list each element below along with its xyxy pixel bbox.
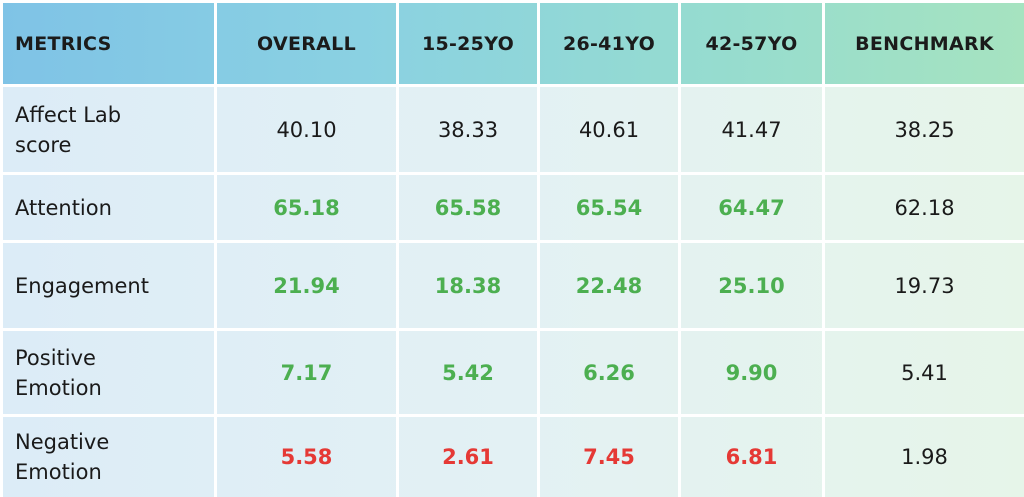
value-cell: 40.10 [214,84,399,175]
value-cell: 5.41 [822,328,1024,417]
value-cell: 18.38 [396,240,540,331]
table-body: Affect Lab score 40.10 38.33 40.61 41.47… [0,84,1024,497]
value-cell: 9.90 [678,328,825,417]
column-header-15-25yo: 15-25YO [396,0,540,87]
value-cell: 21.94 [214,240,399,331]
value-cell: 1.98 [822,414,1024,497]
value-cell: 41.47 [678,84,825,175]
value-cell: 62.18 [822,172,1024,243]
column-header-overall: OVERALL [214,0,399,87]
value-cell: 40.61 [537,84,681,175]
table-row: Engagement 21.94 18.38 22.48 25.10 19.73 [0,240,1024,331]
metric-label: Attention [0,172,217,243]
table-row: Attention 65.18 65.58 65.54 64.47 62.18 [0,172,1024,243]
column-header-42-57yo: 42-57YO [678,0,825,87]
value-cell: 2.61 [396,414,540,497]
table-row: Positive Emotion 7.17 5.42 6.26 9.90 5.4… [0,328,1024,417]
value-cell: 7.17 [214,328,399,417]
column-header-benchmark: BENCHMARK [822,0,1024,87]
metric-label: Negative Emotion [0,414,217,497]
table-row: Affect Lab score 40.10 38.33 40.61 41.47… [0,84,1024,175]
header-row: METRICS OVERALL 15-25YO 26-41YO 42-57YO … [0,0,1024,87]
value-cell: 19.73 [822,240,1024,331]
value-cell: 64.47 [678,172,825,243]
value-cell: 7.45 [537,414,681,497]
table-row: Negative Emotion 5.58 2.61 7.45 6.81 1.9… [0,414,1024,497]
column-header-26-41yo: 26-41YO [537,0,681,87]
metric-label: Positive Emotion [0,328,217,417]
metric-label: Affect Lab score [0,84,217,175]
value-cell: 65.18 [214,172,399,243]
value-cell: 5.42 [396,328,540,417]
column-header-metrics: METRICS [0,0,217,87]
value-cell: 65.54 [537,172,681,243]
value-cell: 25.10 [678,240,825,331]
metric-label: Engagement [0,240,217,331]
value-cell: 65.58 [396,172,540,243]
value-cell: 6.26 [537,328,681,417]
value-cell: 6.81 [678,414,825,497]
value-cell: 5.58 [214,414,399,497]
value-cell: 38.33 [396,84,540,175]
value-cell: 38.25 [822,84,1024,175]
value-cell: 22.48 [537,240,681,331]
